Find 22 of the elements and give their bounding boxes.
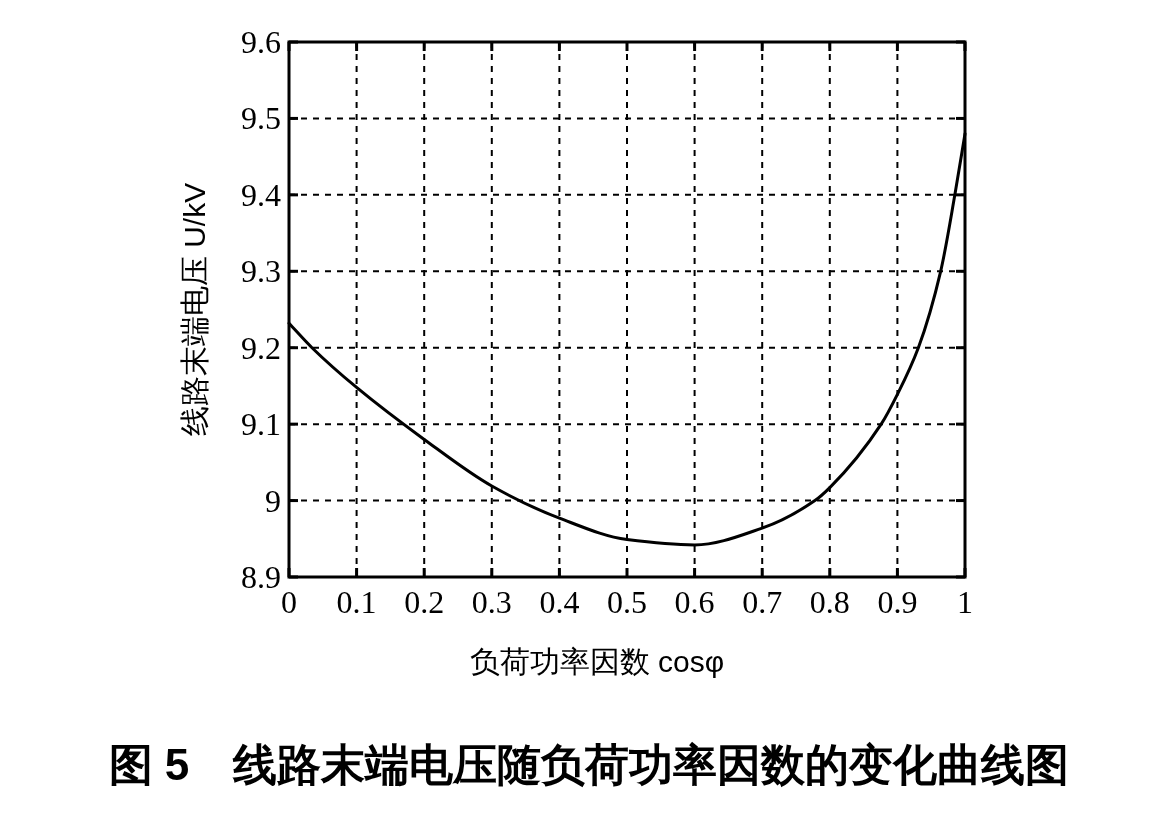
y-tick-label: 9.6: [241, 24, 281, 60]
y-tick-label: 9.1: [241, 406, 281, 443]
x-tick-label: 0.4: [539, 584, 580, 620]
x-tick-label: 0.7: [742, 584, 783, 620]
y-tick-label: 9.3: [241, 253, 281, 290]
y-axis-title: 线路末端电压 U/kV: [178, 182, 211, 437]
x-tick-label: 0.2: [404, 584, 445, 620]
y-tick-label: 9.4: [241, 176, 281, 213]
y-tick-label: 9.5: [241, 100, 281, 137]
x-tick-label: 0.8: [809, 584, 850, 620]
x-tick-label: 0.3: [471, 584, 512, 620]
y-tick-label: 9: [265, 482, 281, 519]
x-tick-label: 0.5: [607, 584, 647, 620]
x-axis-title: 负荷功率因数 cosφ: [469, 645, 725, 678]
text: 图 5 线路末端电压随负荷功率因数的变化曲线图: [108, 740, 1070, 789]
x-tick-label: 1: [957, 584, 973, 620]
x-tick-label: 0.1: [336, 584, 377, 620]
x-tick-label: 0.9: [877, 584, 918, 620]
x-tick-label: 0: [281, 584, 297, 620]
x-tick-label: 0.6: [674, 584, 715, 620]
y-tick-label: 9.2: [241, 329, 281, 366]
y-tick-label: 8.9: [241, 559, 281, 595]
